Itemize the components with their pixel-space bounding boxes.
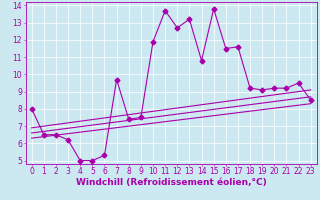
X-axis label: Windchill (Refroidissement éolien,°C): Windchill (Refroidissement éolien,°C) xyxy=(76,178,267,187)
